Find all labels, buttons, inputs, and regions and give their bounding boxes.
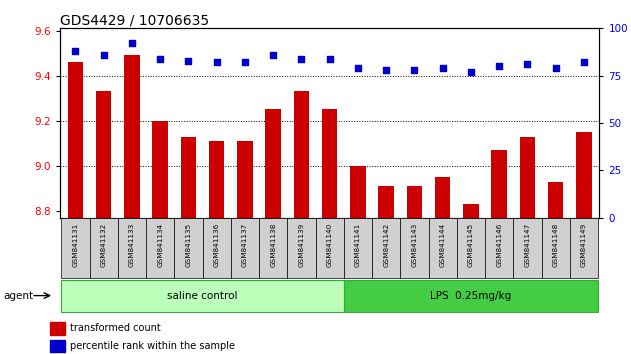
Text: GSM841131: GSM841131 [73,223,78,267]
Bar [180,137,196,218]
Point [211,59,221,65]
Bar [124,55,139,218]
FancyBboxPatch shape [541,218,570,278]
Point [410,67,420,73]
Bar [322,109,338,218]
Point [438,65,448,71]
Point [127,41,137,46]
FancyBboxPatch shape [203,218,231,278]
Text: LPS  0.25mg/kg: LPS 0.25mg/kg [430,291,512,301]
Point [353,65,363,71]
Point [381,67,391,73]
Bar [237,141,253,218]
FancyBboxPatch shape [344,280,598,312]
Point [184,58,194,63]
Bar [50,322,64,335]
FancyBboxPatch shape [316,218,344,278]
Point [551,65,561,71]
Bar [350,166,366,218]
Point [297,56,307,62]
Point [494,63,504,69]
Text: GSM841142: GSM841142 [383,223,389,267]
Text: GSM841141: GSM841141 [355,223,361,267]
Bar [50,340,64,352]
Text: GSM841138: GSM841138 [270,223,276,267]
FancyBboxPatch shape [400,218,428,278]
FancyBboxPatch shape [61,218,90,278]
Bar [520,137,535,218]
Bar [435,177,451,218]
Text: percentile rank within the sample: percentile rank within the sample [71,341,235,351]
Text: transformed count: transformed count [71,323,162,333]
Bar [293,91,309,218]
FancyBboxPatch shape [287,218,316,278]
Text: GSM841143: GSM841143 [411,223,418,267]
FancyBboxPatch shape [344,218,372,278]
Text: GSM841147: GSM841147 [524,223,531,267]
Point [579,59,589,65]
Bar [209,141,225,218]
Bar [406,186,422,218]
Bar [492,150,507,218]
Text: GSM841136: GSM841136 [214,223,220,267]
Text: GSM841140: GSM841140 [327,223,333,267]
Point [324,56,334,62]
Text: GDS4429 / 10706635: GDS4429 / 10706635 [60,13,209,27]
Point [466,69,476,75]
Point [522,62,533,67]
Text: GSM841135: GSM841135 [186,223,191,267]
Point [155,56,165,62]
Text: GSM841149: GSM841149 [581,223,587,267]
Point [268,52,278,58]
Text: GSM841137: GSM841137 [242,223,248,267]
Text: GSM841144: GSM841144 [440,223,445,267]
Text: GSM841132: GSM841132 [101,223,107,267]
Bar [379,186,394,218]
FancyBboxPatch shape [457,218,485,278]
FancyBboxPatch shape [570,218,598,278]
FancyBboxPatch shape [174,218,203,278]
Bar [463,204,479,218]
Text: GSM841134: GSM841134 [157,223,163,267]
Point [71,48,81,54]
FancyBboxPatch shape [372,218,400,278]
Bar [96,91,112,218]
Text: GSM841145: GSM841145 [468,223,474,267]
FancyBboxPatch shape [146,218,174,278]
Bar [266,109,281,218]
FancyBboxPatch shape [428,218,457,278]
Text: saline control: saline control [167,291,238,301]
Point [240,59,250,65]
Bar [153,121,168,218]
Text: GSM841146: GSM841146 [496,223,502,267]
FancyBboxPatch shape [118,218,146,278]
FancyBboxPatch shape [231,218,259,278]
FancyBboxPatch shape [61,280,344,312]
Bar [548,182,563,218]
Text: GSM841148: GSM841148 [553,223,558,267]
FancyBboxPatch shape [90,218,118,278]
FancyBboxPatch shape [485,218,513,278]
Bar [68,62,83,218]
Point [98,52,109,58]
Text: GSM841133: GSM841133 [129,223,135,267]
FancyBboxPatch shape [259,218,287,278]
Text: agent: agent [3,291,33,301]
Bar [576,132,592,218]
FancyBboxPatch shape [513,218,541,278]
Text: GSM841139: GSM841139 [298,223,304,267]
